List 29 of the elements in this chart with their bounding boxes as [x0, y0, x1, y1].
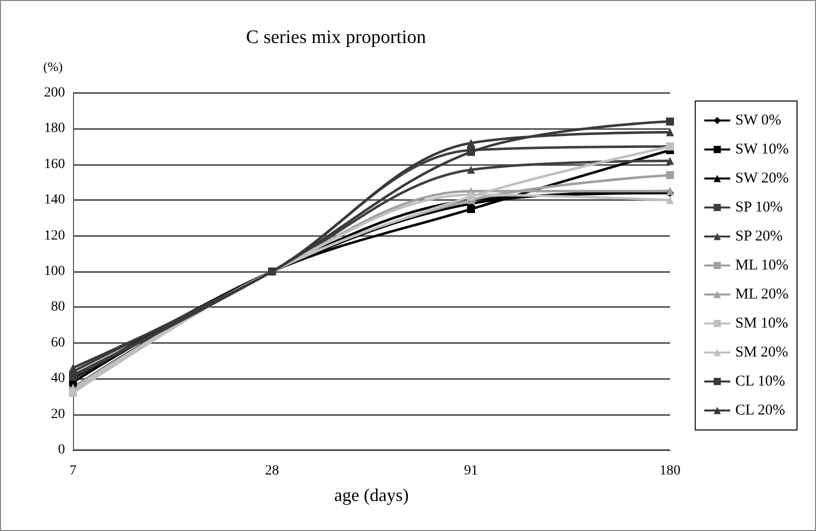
x-tick-label: 91	[464, 464, 478, 478]
x-axis-title: age (days)	[334, 485, 409, 505]
legend-label: SW 10%	[735, 142, 789, 158]
legend-label: CL 20%	[735, 402, 786, 418]
x-tick-label: 28	[265, 464, 279, 478]
x-tick-label: 7	[70, 464, 76, 478]
y-tick-label: 0	[58, 442, 65, 458]
y-tick-label: 140	[44, 192, 65, 208]
y-tick-label: 200	[44, 86, 65, 100]
legend-label: ML 10%	[735, 258, 788, 274]
y-tick-label: 180	[44, 121, 65, 136]
y-tick-label: 100	[44, 264, 65, 279]
y-tick-label: 80	[51, 300, 65, 315]
chart-title: C series mix proportion	[246, 27, 426, 48]
legend-label: CL 10%	[735, 374, 786, 390]
y-tick-label: 20	[51, 406, 65, 422]
legend-label: SW 0%	[735, 112, 782, 128]
legend-label: SP 10%	[735, 200, 783, 216]
legend-label: SP 20%	[735, 228, 783, 244]
legend-label: ML 20%	[735, 286, 788, 302]
y-axis-title: (%)	[43, 59, 63, 74]
y-tick-label: 40	[51, 371, 65, 386]
y-tick-label: 60	[51, 335, 65, 350]
legend-label: SM 20%	[735, 344, 788, 360]
y-tick-label: 160	[44, 156, 65, 172]
y-tick-label: 120	[44, 228, 65, 244]
legend-label: SM 10%	[735, 316, 788, 332]
x-tick-label: 180	[660, 464, 680, 478]
legend-label: SW 20%	[735, 170, 789, 186]
